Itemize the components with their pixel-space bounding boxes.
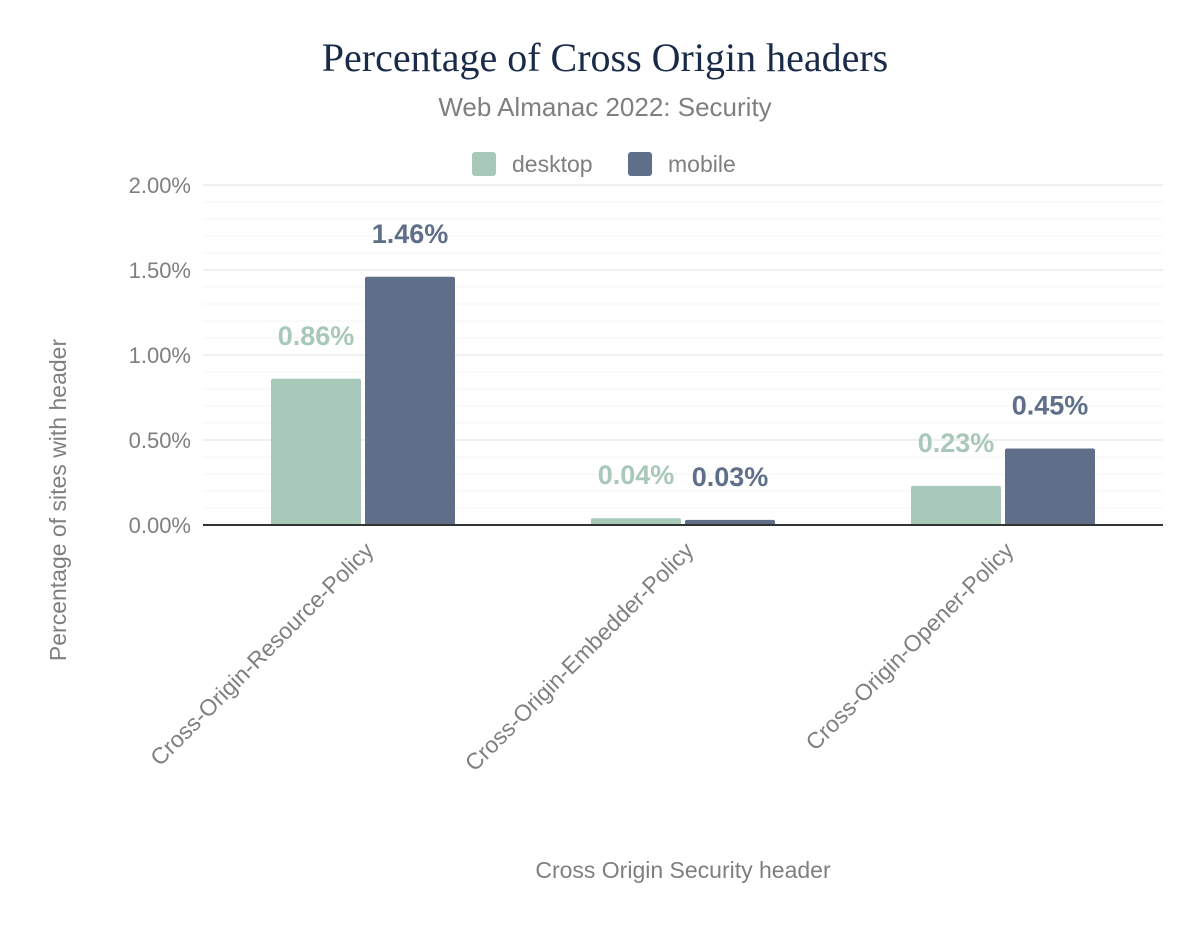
x-axis-title: Cross Origin Security header [535,857,831,883]
x-tick-label: Cross-Origin-Opener-Policy [800,537,1018,755]
data-label-mobile: 1.46% [372,219,449,249]
bar-mobile [365,276,455,525]
data-label-desktop: 0.86% [278,321,355,351]
bar-mobile [1005,448,1095,525]
data-label-desktop: 0.04% [598,460,675,490]
x-tick-label: Cross-Origin-Resource-Policy [145,537,379,771]
y-tick-label: 1.50% [129,258,191,283]
y-tick-label: 2.00% [129,173,191,198]
bar-desktop [591,518,681,525]
bar-desktop [911,485,1001,525]
legend: desktop mobile [472,151,736,177]
gridlines [203,184,1163,509]
y-tick-label: 0.50% [129,428,191,453]
y-tick-label: 1.00% [129,343,191,368]
data-label-desktop: 0.23% [918,428,995,458]
legend-label-mobile: mobile [668,151,736,177]
legend-swatch-mobile [628,152,652,176]
x-tick-label: Cross-Origin-Embedder-Policy [460,537,699,776]
bar-mobile [685,519,775,525]
y-tick-label: 0.00% [129,513,191,538]
x-axis-ticks: Cross-Origin-Resource-Policy Cross-Origin… [145,537,1019,776]
legend-swatch-desktop [472,152,496,176]
bar-desktop [271,378,361,525]
y-axis-title: Percentage of sites with header [45,339,71,662]
bars [271,276,1095,525]
data-labels: 0.86% 1.46% 0.04% 0.03% 0.23% 0.45% [278,219,1089,492]
chart-title: Percentage of Cross Origin headers [322,35,888,80]
legend-label-desktop: desktop [512,151,593,177]
data-label-mobile: 0.45% [1012,391,1089,421]
y-axis-ticks: 0.00% 0.50% 1.00% 1.50% 2.00% [129,173,191,538]
data-label-mobile: 0.03% [692,462,769,492]
chart-subtitle: Web Almanac 2022: Security [438,92,771,122]
